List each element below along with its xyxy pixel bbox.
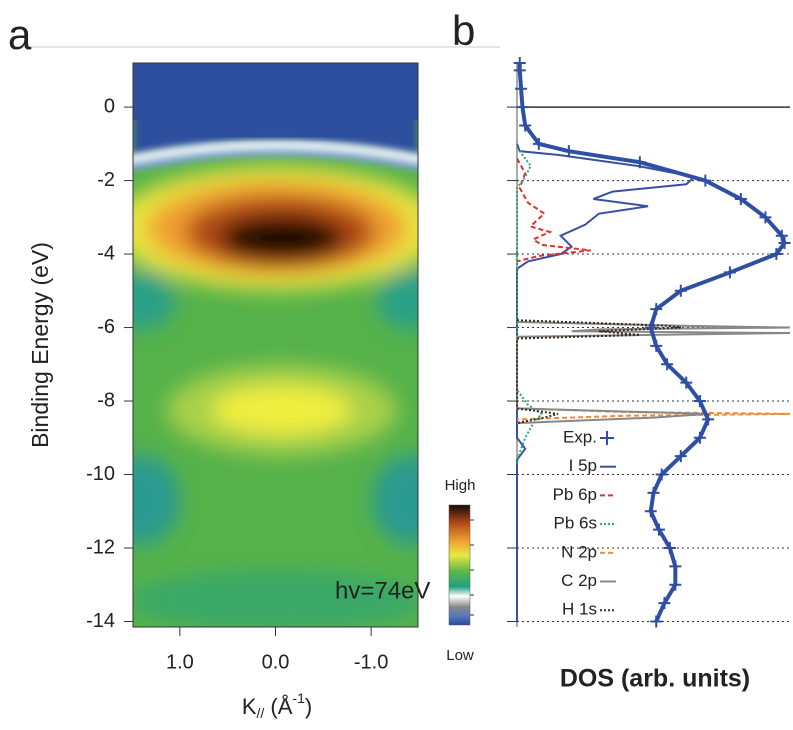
colorbar-low: Low xyxy=(446,647,474,664)
data-point xyxy=(680,376,693,389)
annotation: hv=74eV xyxy=(335,577,430,604)
y-tick-label: -6 xyxy=(97,316,115,338)
data-point xyxy=(663,542,676,555)
series-line xyxy=(516,143,697,622)
y-tick-label: -14 xyxy=(86,610,115,632)
data-point xyxy=(513,64,526,77)
colorbar-ticks xyxy=(470,519,474,616)
y-tick-label: 0 xyxy=(104,95,115,117)
legend-label: N 2p xyxy=(561,542,597,561)
data-point xyxy=(652,523,665,536)
data-point xyxy=(519,119,532,132)
data-point xyxy=(658,597,671,610)
data-point xyxy=(674,450,687,463)
data-point xyxy=(532,137,545,150)
legend-label: H 1s xyxy=(562,600,597,619)
data-point xyxy=(674,284,687,297)
x-label-part: // xyxy=(257,705,265,721)
x-label-part: -1 xyxy=(292,690,305,706)
data-point xyxy=(699,174,712,187)
legend-label: Pb 6s xyxy=(554,514,597,533)
data-point xyxy=(650,303,663,316)
panel-label: a xyxy=(8,11,32,58)
data-point xyxy=(693,395,706,408)
y-tick-label: -4 xyxy=(97,242,115,264)
intensity-map xyxy=(133,63,418,627)
series-line xyxy=(517,63,787,623)
x-label-part: ) xyxy=(305,694,312,719)
data-point xyxy=(734,192,747,205)
y-tick-label: -12 xyxy=(86,536,115,558)
data-point xyxy=(778,237,791,250)
x-tick-label: -1.0 xyxy=(354,651,388,673)
legend-label: Exp. xyxy=(563,427,597,446)
series-line xyxy=(516,319,681,425)
series-line xyxy=(516,146,544,464)
y-tick-label: -8 xyxy=(97,389,115,411)
data-point xyxy=(644,321,657,334)
data-point xyxy=(644,505,657,518)
data-point xyxy=(515,82,528,95)
data-point xyxy=(661,358,674,371)
data-point xyxy=(650,339,663,352)
data-point xyxy=(516,101,529,114)
x-tick-label: 1.0 xyxy=(166,651,194,673)
legend-symbol xyxy=(600,431,614,445)
colorbar xyxy=(448,504,471,626)
legend-label: Pb 6p xyxy=(553,485,597,504)
series-line xyxy=(516,321,791,425)
data-point xyxy=(702,413,715,426)
x-tick-label: 0.0 xyxy=(262,651,290,673)
legend-label: C 2p xyxy=(561,571,597,590)
y-axis-label: Binding Energy (eV) xyxy=(27,242,53,448)
colorbar-high: High xyxy=(445,477,476,494)
data-point xyxy=(655,468,668,481)
data-point xyxy=(770,248,783,261)
data-point xyxy=(723,266,736,279)
x-axis-label: K// (Å-1) xyxy=(242,690,312,721)
data-point xyxy=(650,615,663,628)
data-point xyxy=(669,560,682,573)
y-tick-label: -2 xyxy=(97,169,115,191)
x-label-part: (Å xyxy=(264,694,292,719)
data-point xyxy=(669,578,682,591)
series-line xyxy=(516,158,591,263)
x-axis-label: DOS (arb. units) xyxy=(560,665,750,693)
data-point xyxy=(759,211,772,224)
data-point xyxy=(647,486,660,499)
data-point xyxy=(775,229,788,242)
data-point xyxy=(562,145,575,158)
legend-label: I 5p xyxy=(569,456,597,475)
data-point xyxy=(693,431,706,444)
y-tick-label: -10 xyxy=(86,463,115,485)
x-label-part: K xyxy=(242,694,257,719)
data-point xyxy=(633,156,646,169)
panel-label: b xyxy=(452,7,475,54)
